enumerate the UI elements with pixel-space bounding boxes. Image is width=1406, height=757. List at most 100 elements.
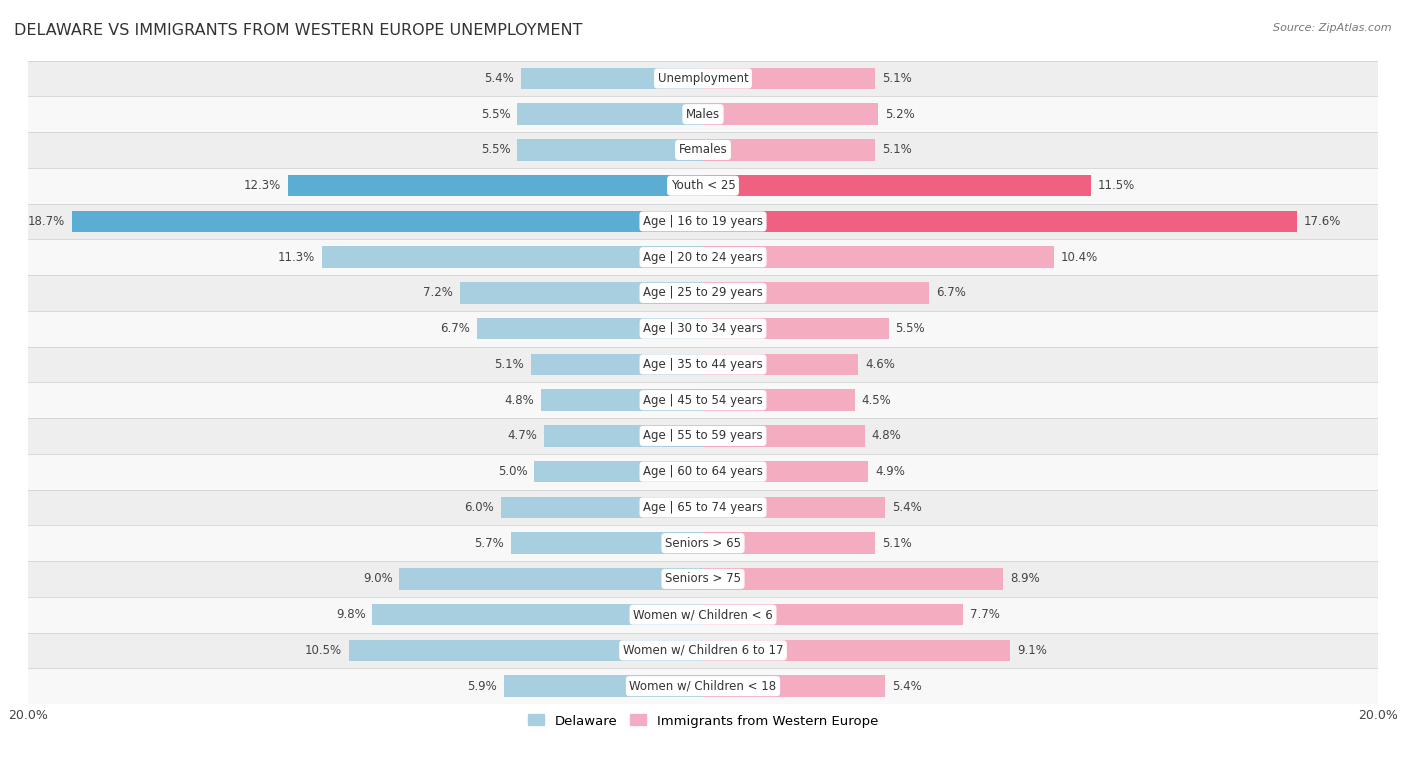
Text: Age | 55 to 59 years: Age | 55 to 59 years bbox=[643, 429, 763, 442]
Text: 5.0%: 5.0% bbox=[498, 465, 527, 478]
Text: 5.5%: 5.5% bbox=[896, 322, 925, 335]
Text: 4.8%: 4.8% bbox=[505, 394, 534, 407]
Text: 10.5%: 10.5% bbox=[305, 644, 342, 657]
Bar bbox=[288, 175, 703, 196]
Bar bbox=[28, 597, 1378, 633]
Bar bbox=[703, 425, 865, 447]
Text: 8.9%: 8.9% bbox=[1010, 572, 1040, 585]
Bar bbox=[28, 239, 1378, 275]
Bar bbox=[349, 640, 703, 661]
Bar bbox=[399, 569, 703, 590]
Text: Source: ZipAtlas.com: Source: ZipAtlas.com bbox=[1274, 23, 1392, 33]
Bar bbox=[703, 640, 1010, 661]
Bar bbox=[28, 453, 1378, 490]
Bar bbox=[28, 561, 1378, 597]
Text: 11.5%: 11.5% bbox=[1098, 179, 1135, 192]
Text: 5.1%: 5.1% bbox=[495, 358, 524, 371]
Text: 5.1%: 5.1% bbox=[882, 537, 911, 550]
Text: 4.6%: 4.6% bbox=[865, 358, 894, 371]
Text: 4.9%: 4.9% bbox=[875, 465, 905, 478]
Bar bbox=[477, 318, 703, 339]
Text: 9.1%: 9.1% bbox=[1017, 644, 1046, 657]
Text: 7.2%: 7.2% bbox=[423, 286, 453, 300]
Bar bbox=[703, 175, 1091, 196]
Text: Age | 60 to 64 years: Age | 60 to 64 years bbox=[643, 465, 763, 478]
Bar bbox=[703, 604, 963, 625]
Bar bbox=[703, 282, 929, 304]
Bar bbox=[28, 61, 1378, 96]
Bar bbox=[517, 139, 703, 160]
Bar bbox=[703, 461, 869, 482]
Text: Women w/ Children < 6: Women w/ Children < 6 bbox=[633, 608, 773, 621]
Bar bbox=[703, 354, 858, 375]
Bar bbox=[520, 67, 703, 89]
Text: Age | 45 to 54 years: Age | 45 to 54 years bbox=[643, 394, 763, 407]
Text: Age | 20 to 24 years: Age | 20 to 24 years bbox=[643, 251, 763, 263]
Bar bbox=[28, 132, 1378, 168]
Text: 5.5%: 5.5% bbox=[481, 107, 510, 120]
Text: Women w/ Children < 18: Women w/ Children < 18 bbox=[630, 680, 776, 693]
Bar bbox=[703, 569, 1004, 590]
Bar bbox=[72, 210, 703, 232]
Text: 11.3%: 11.3% bbox=[278, 251, 315, 263]
Text: Seniors > 75: Seniors > 75 bbox=[665, 572, 741, 585]
Text: Age | 30 to 34 years: Age | 30 to 34 years bbox=[643, 322, 763, 335]
Bar bbox=[703, 67, 875, 89]
Text: 6.0%: 6.0% bbox=[464, 501, 494, 514]
Text: Males: Males bbox=[686, 107, 720, 120]
Text: Youth < 25: Youth < 25 bbox=[671, 179, 735, 192]
Text: 4.7%: 4.7% bbox=[508, 429, 537, 442]
Text: Unemployment: Unemployment bbox=[658, 72, 748, 85]
Bar bbox=[28, 311, 1378, 347]
Bar bbox=[531, 354, 703, 375]
Bar bbox=[510, 532, 703, 554]
Bar bbox=[703, 318, 889, 339]
Bar bbox=[703, 497, 886, 518]
Text: 12.3%: 12.3% bbox=[245, 179, 281, 192]
Bar bbox=[28, 490, 1378, 525]
Text: 5.1%: 5.1% bbox=[882, 143, 911, 157]
Text: 4.8%: 4.8% bbox=[872, 429, 901, 442]
Bar bbox=[541, 389, 703, 411]
Text: 17.6%: 17.6% bbox=[1303, 215, 1341, 228]
Text: 6.7%: 6.7% bbox=[440, 322, 470, 335]
Text: Age | 25 to 29 years: Age | 25 to 29 years bbox=[643, 286, 763, 300]
Bar bbox=[28, 382, 1378, 418]
Text: Age | 35 to 44 years: Age | 35 to 44 years bbox=[643, 358, 763, 371]
Bar bbox=[501, 497, 703, 518]
Bar bbox=[534, 461, 703, 482]
Text: 5.7%: 5.7% bbox=[474, 537, 503, 550]
Text: Seniors > 65: Seniors > 65 bbox=[665, 537, 741, 550]
Bar bbox=[28, 525, 1378, 561]
Text: 18.7%: 18.7% bbox=[28, 215, 65, 228]
Text: 7.7%: 7.7% bbox=[970, 608, 1000, 621]
Text: 6.7%: 6.7% bbox=[936, 286, 966, 300]
Bar bbox=[703, 210, 1296, 232]
Bar bbox=[460, 282, 703, 304]
Bar bbox=[703, 675, 886, 697]
Bar bbox=[544, 425, 703, 447]
Text: 9.0%: 9.0% bbox=[363, 572, 392, 585]
Bar bbox=[322, 247, 703, 268]
Text: 5.9%: 5.9% bbox=[467, 680, 498, 693]
Bar bbox=[373, 604, 703, 625]
Bar bbox=[28, 668, 1378, 704]
Bar bbox=[28, 633, 1378, 668]
Text: 5.1%: 5.1% bbox=[882, 72, 911, 85]
Bar bbox=[703, 389, 855, 411]
Text: 5.2%: 5.2% bbox=[886, 107, 915, 120]
Bar bbox=[28, 347, 1378, 382]
Text: 5.4%: 5.4% bbox=[484, 72, 515, 85]
Text: 5.4%: 5.4% bbox=[891, 680, 922, 693]
Text: 9.8%: 9.8% bbox=[336, 608, 366, 621]
Bar bbox=[28, 418, 1378, 453]
Bar bbox=[28, 204, 1378, 239]
Bar bbox=[703, 139, 875, 160]
Text: 10.4%: 10.4% bbox=[1060, 251, 1098, 263]
Text: Females: Females bbox=[679, 143, 727, 157]
Text: Women w/ Children 6 to 17: Women w/ Children 6 to 17 bbox=[623, 644, 783, 657]
Bar bbox=[28, 96, 1378, 132]
Legend: Delaware, Immigrants from Western Europe: Delaware, Immigrants from Western Europe bbox=[523, 709, 883, 733]
Bar bbox=[703, 247, 1054, 268]
Bar bbox=[703, 104, 879, 125]
